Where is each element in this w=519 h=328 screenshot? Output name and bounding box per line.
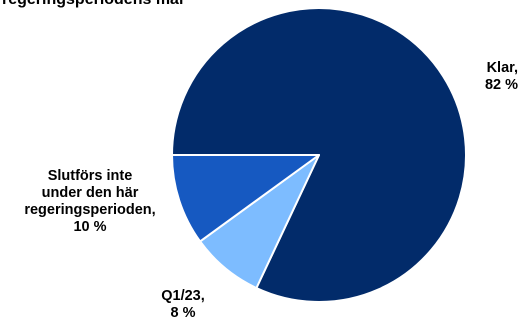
slice-label-slutfors-line-2: under den här xyxy=(41,185,139,201)
slice-label-slutfors-inte: Slutförs inte under den här regeringsper… xyxy=(5,168,175,236)
slice-label-klar-name: Klar, xyxy=(486,60,518,76)
slice-label-slutfors-line-3: regeringsperioden, xyxy=(24,202,156,218)
chart-title: regeringsperiodens mål xyxy=(2,0,183,9)
slice-label-slutfors-line-1: Slutförs inte xyxy=(47,168,133,184)
slice-label-klar: Klar, 82 % xyxy=(470,60,518,94)
slice-label-klar-value: 82 % xyxy=(484,77,518,93)
slice-label-slutfors-value: 10 % xyxy=(73,219,107,235)
slice-label-q1-name: Q1/23, xyxy=(161,288,205,304)
pie-slice-3 xyxy=(171,154,320,243)
slice-label-q1-23: Q1/23, 8 % xyxy=(148,288,218,322)
slice-label-q1-value: 8 % xyxy=(170,305,196,321)
